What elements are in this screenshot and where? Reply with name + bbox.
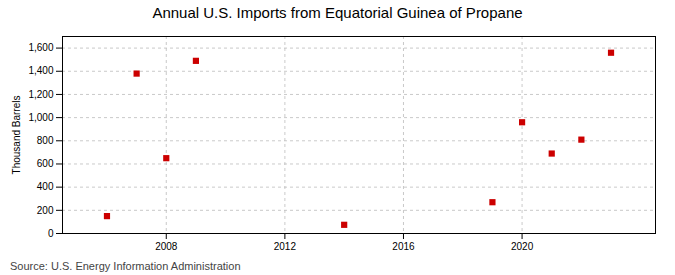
svg-text:600: 600 [37, 158, 54, 169]
html-text:Source: U.S. Energy Informatio: Source: U.S. Energy Information Administ… [10, 260, 241, 272]
svg-text:1,000: 1,000 [28, 112, 53, 123]
svg-text:1,600: 1,600 [28, 42, 53, 53]
svg-text:Thousand Barrels: Thousand Barrels [11, 96, 22, 175]
svg-text:2008: 2008 [155, 241, 178, 252]
svg-text:2020: 2020 [511, 241, 534, 252]
svg-text:1,400: 1,400 [28, 65, 53, 76]
svg-text:800: 800 [37, 135, 54, 146]
html-text:Annual U.S. Imports from Equat: Annual U.S. Imports from Equatorial Guin… [152, 4, 523, 21]
svg-text:2016: 2016 [392, 241, 415, 252]
svg-text:200: 200 [37, 205, 54, 216]
svg-text:2012: 2012 [274, 241, 297, 252]
svg-text:0: 0 [48, 228, 54, 239]
svg-text:400: 400 [37, 181, 54, 192]
svg-text:1,200: 1,200 [28, 89, 53, 100]
